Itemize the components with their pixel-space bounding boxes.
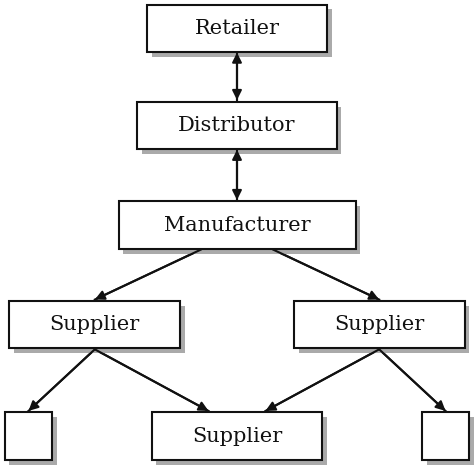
Text: Supplier: Supplier — [192, 427, 282, 446]
Bar — [152, 412, 322, 460]
Bar — [422, 412, 469, 460]
Bar — [137, 102, 337, 149]
Bar — [152, 9, 332, 57]
Text: Retailer: Retailer — [194, 19, 280, 38]
Text: Manufacturer: Manufacturer — [164, 216, 310, 235]
Bar — [14, 306, 185, 353]
Bar — [9, 301, 180, 348]
Text: Supplier: Supplier — [50, 315, 140, 334]
Bar — [427, 417, 474, 465]
Text: Supplier: Supplier — [334, 315, 424, 334]
Text: Distributor: Distributor — [178, 116, 296, 135]
Bar — [299, 306, 469, 353]
Bar — [9, 417, 57, 465]
Bar — [5, 412, 52, 460]
Bar — [118, 201, 356, 249]
Bar — [123, 206, 360, 254]
Bar — [156, 417, 327, 465]
Bar — [142, 107, 341, 154]
Bar — [294, 301, 465, 348]
Bar — [147, 5, 327, 52]
